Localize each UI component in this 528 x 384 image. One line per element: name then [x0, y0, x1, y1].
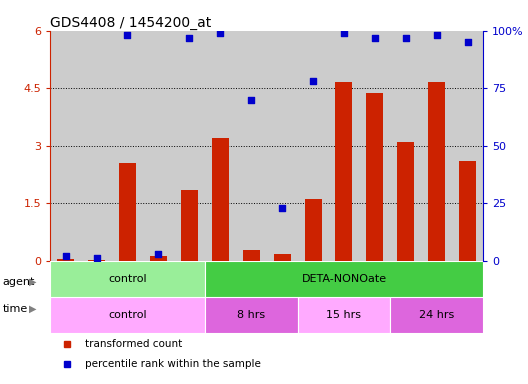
Text: percentile rank within the sample: percentile rank within the sample [85, 359, 261, 369]
Bar [181, 190, 198, 261]
Bar [452, 31, 483, 261]
Point [402, 35, 410, 41]
Bar [50, 297, 205, 333]
Bar [57, 259, 74, 261]
Point [61, 253, 70, 259]
Text: 15 hrs: 15 hrs [326, 310, 362, 320]
Bar [205, 297, 298, 333]
Bar [335, 83, 353, 261]
Point [123, 32, 131, 38]
Point [432, 32, 441, 38]
Bar [267, 31, 298, 261]
Bar [150, 256, 167, 261]
Bar [305, 199, 322, 261]
Point [185, 35, 194, 41]
Bar [298, 297, 390, 333]
Bar [119, 163, 136, 261]
Point [464, 39, 472, 45]
Bar [81, 31, 112, 261]
Bar [328, 31, 360, 261]
Point [154, 251, 163, 257]
Point [371, 35, 379, 41]
Bar [243, 250, 260, 261]
Point [340, 30, 348, 36]
Text: ▶: ▶ [29, 277, 36, 287]
Text: control: control [108, 274, 147, 284]
Text: GDS4408 / 1454200_at: GDS4408 / 1454200_at [50, 16, 211, 30]
Text: ▶: ▶ [29, 304, 36, 314]
Bar [205, 31, 235, 261]
Text: time: time [3, 304, 28, 314]
Bar [50, 261, 205, 297]
Bar [143, 31, 174, 261]
Bar [174, 31, 205, 261]
Bar [205, 261, 483, 297]
Point [247, 97, 256, 103]
Bar [390, 297, 483, 333]
Text: transformed count: transformed count [85, 339, 182, 349]
Point [309, 78, 317, 84]
Bar [390, 31, 421, 261]
Bar [235, 31, 267, 261]
Bar [397, 142, 414, 261]
Bar [428, 83, 445, 261]
Text: control: control [108, 310, 147, 320]
Bar [212, 138, 229, 261]
Bar [421, 31, 452, 261]
Point [216, 30, 224, 36]
Bar [88, 260, 105, 261]
Bar [112, 31, 143, 261]
Bar [459, 161, 476, 261]
Bar [360, 31, 390, 261]
Bar [274, 254, 290, 261]
Text: 24 hrs: 24 hrs [419, 310, 455, 320]
Text: 8 hrs: 8 hrs [237, 310, 265, 320]
Bar [366, 93, 383, 261]
Bar [50, 31, 81, 261]
Text: agent: agent [3, 277, 35, 287]
Bar [298, 31, 328, 261]
Point [92, 255, 101, 262]
Text: DETA-NONOate: DETA-NONOate [301, 274, 386, 284]
Point [278, 205, 286, 211]
